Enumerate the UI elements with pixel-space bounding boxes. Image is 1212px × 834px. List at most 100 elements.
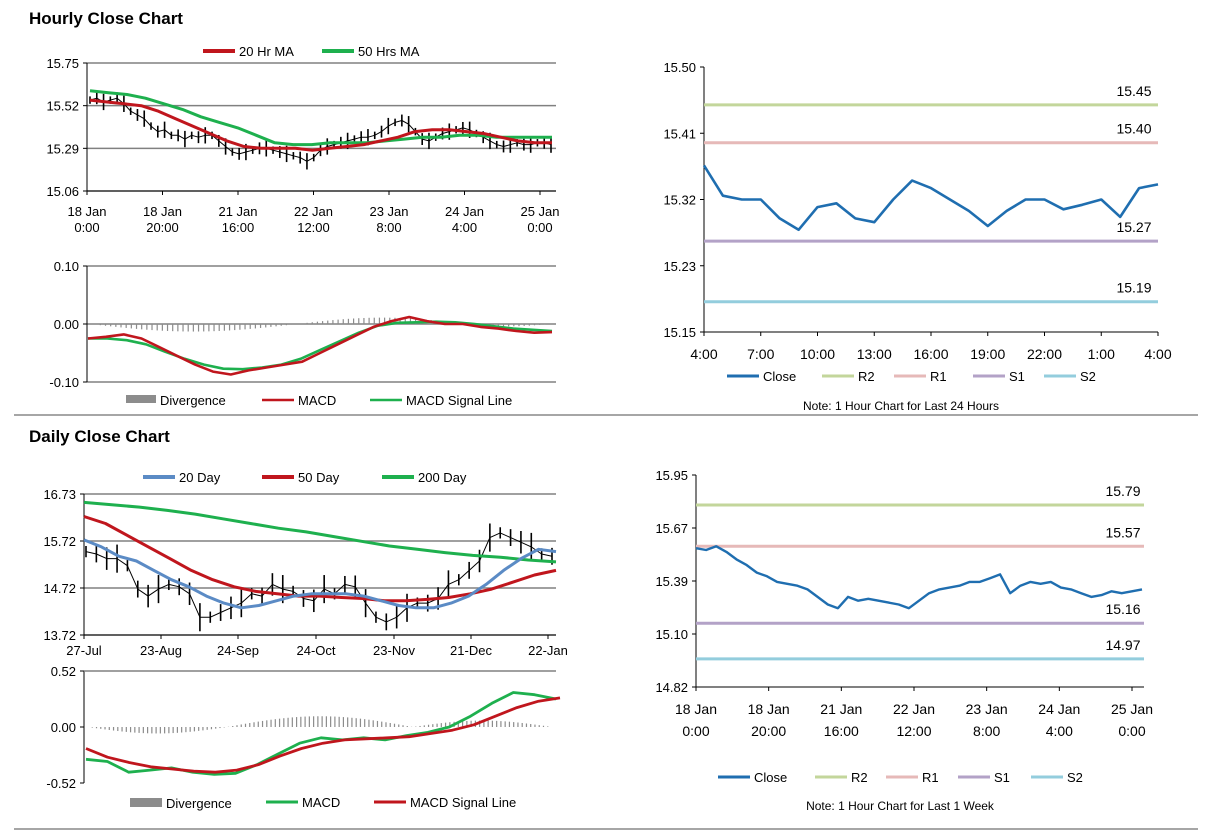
hourly-price-xtick-label: 4:00 xyxy=(452,220,477,235)
hourly24-level-label-r2: 15.45 xyxy=(1116,83,1151,99)
daily-price-xtick-label: 23-Nov xyxy=(373,643,415,658)
week-xtick-label: 16:00 xyxy=(824,723,859,739)
hourly-price-ytick-label: 15.06 xyxy=(46,184,79,199)
daily-price-ytick-label: 15.72 xyxy=(43,534,76,549)
hourly24-legend-r1-label: R1 xyxy=(930,369,947,384)
week-xtick-label: 18 Jan xyxy=(675,701,717,717)
hourly24-ytick-label: 15.15 xyxy=(663,325,696,340)
hourly-price-xtick-label: 8:00 xyxy=(376,220,401,235)
hourly24-xtick-label: 16:00 xyxy=(913,346,948,362)
week-legend-s2-label: S2 xyxy=(1067,770,1083,785)
week-level-label-r1: 15.57 xyxy=(1105,524,1140,540)
hourly24-xtick-label: 22:00 xyxy=(1027,346,1062,362)
week-xtick-label: 24 Jan xyxy=(1038,701,1080,717)
hourly-price-ytick-label: 15.75 xyxy=(46,56,79,71)
week-note: Note: 1 Hour Chart for Last 1 Week xyxy=(806,799,995,813)
daily-price-xtick-label: 22-Jan xyxy=(528,643,568,658)
hourly24-xtick-label: 4:00 xyxy=(690,346,717,362)
hourly-price-xtick-label: 0:00 xyxy=(527,220,552,235)
week-xtick-label: 4:00 xyxy=(1046,723,1073,739)
week-legend-s1-label: S1 xyxy=(994,770,1010,785)
daily-price-line xyxy=(85,532,553,623)
hourly-price-xtick-label: 25 Jan xyxy=(520,204,559,219)
daily-legend-50day-label: 50 Day xyxy=(298,470,340,485)
week-xtick-label: 0:00 xyxy=(1118,723,1145,739)
daily-macd-ytick-label: 0.00 xyxy=(51,720,76,735)
hourly-price-ytick-label: 15.29 xyxy=(46,141,79,156)
hourly-20hr-ma-line xyxy=(89,98,552,152)
daily-50day-line xyxy=(83,515,557,603)
daily-section-title: Daily Close Chart xyxy=(29,427,170,446)
hourly-legend-50hr-label: 50 Hrs MA xyxy=(358,44,420,59)
hourly24-close-line xyxy=(702,164,1159,232)
hourly-legend-signal-label: MACD Signal Line xyxy=(406,393,512,408)
week-legend-r2-label: R2 xyxy=(851,770,868,785)
week-xtick-label: 8:00 xyxy=(973,723,1000,739)
week-ytick-label: 15.95 xyxy=(655,468,688,483)
hourly24-xtick-label: 1:00 xyxy=(1088,346,1115,362)
week-xtick-label: 18 Jan xyxy=(748,701,790,717)
daily-200day-line xyxy=(83,500,557,564)
daily-price-xtick-label: 23-Aug xyxy=(140,643,182,658)
hourly-price-xtick-label: 24 Jan xyxy=(445,204,484,219)
week-xtick-label: 25 Jan xyxy=(1111,701,1153,717)
hourly24-legend-s2-label: S2 xyxy=(1080,369,1096,384)
daily-price-ytick-label: 16.73 xyxy=(43,487,76,502)
daily-price-ytick-label: 14.72 xyxy=(43,581,76,596)
week-legend-close-label: Close xyxy=(754,770,787,785)
section-divider xyxy=(14,414,1198,416)
hourly24-ytick-label: 15.50 xyxy=(663,60,696,75)
hourly24-ytick-label: 15.23 xyxy=(663,259,696,274)
week-xtick-label: 12:00 xyxy=(896,723,931,739)
week-level-label-r2: 15.79 xyxy=(1105,483,1140,499)
week-xtick-label: 22 Jan xyxy=(893,701,935,717)
hourly-price-xtick-label: 18 Jan xyxy=(67,204,106,219)
hourly24-xtick-label: 7:00 xyxy=(747,346,774,362)
week-xtick-label: 23 Jan xyxy=(966,701,1008,717)
hourly-legend-20hr-label: 20 Hr MA xyxy=(239,44,294,59)
hourly24-legend-s1-label: S1 xyxy=(1009,369,1025,384)
hourly24-note: Note: 1 Hour Chart for Last 24 Hours xyxy=(803,399,999,413)
hourly-legend-divergence-swatch xyxy=(126,395,156,403)
hourly-price-xtick-label: 0:00 xyxy=(74,220,99,235)
hourly24-ytick-label: 15.32 xyxy=(663,193,696,208)
hourly-price-xtick-label: 20:00 xyxy=(146,220,179,235)
hourly-price-xtick-label: 12:00 xyxy=(297,220,330,235)
hourly24-level-label-r1: 15.40 xyxy=(1116,121,1151,137)
hourly-macd-ytick-label: -0.10 xyxy=(49,375,79,390)
hourly24-xtick-label: 13:00 xyxy=(857,346,892,362)
bottom-divider xyxy=(14,828,1198,830)
daily-legend-200day-label: 200 Day xyxy=(418,470,467,485)
daily-price-xtick-label: 24-Oct xyxy=(296,643,335,658)
daily-price-xtick-label: 21-Dec xyxy=(450,643,492,658)
week-ytick-label: 15.67 xyxy=(655,521,688,536)
hourly24-xtick-label: 4:00 xyxy=(1144,346,1171,362)
hourly-section-title: Hourly Close Chart xyxy=(29,9,183,28)
week-xtick-label: 20:00 xyxy=(751,723,786,739)
week-legend-r1-label: R1 xyxy=(922,770,939,785)
daily-legend-20day-label: 20 Day xyxy=(179,470,221,485)
week-xtick-label: 21 Jan xyxy=(820,701,862,717)
hourly-price-xtick-label: 21 Jan xyxy=(218,204,257,219)
hourly-price-xtick-label: 18 Jan xyxy=(143,204,182,219)
hourly24-legend-close-label: Close xyxy=(763,369,796,384)
hourly-legend-macd-label: MACD xyxy=(298,393,336,408)
daily-legend-macd-label: MACD xyxy=(302,795,340,810)
hourly-price-xtick-label: 16:00 xyxy=(222,220,255,235)
week-ytick-label: 15.39 xyxy=(655,574,688,589)
hourly-macd-ytick-label: 0.10 xyxy=(54,259,79,274)
hourly-macd-signal-line xyxy=(88,320,553,371)
daily-legend-signal-label: MACD Signal Line xyxy=(410,795,516,810)
hourly-macd-line xyxy=(87,315,553,376)
daily-macd-ytick-label: -0.52 xyxy=(46,776,76,791)
hourly-price-xtick-label: 23 Jan xyxy=(369,204,408,219)
daily-price-ytick-label: 13.72 xyxy=(43,628,76,643)
hourly-legend-divergence-label: Divergence xyxy=(160,393,226,408)
daily-price-xtick-label: 24-Sep xyxy=(217,643,259,658)
daily-20day-line xyxy=(83,538,557,610)
week-level-label-s2: 14.97 xyxy=(1105,637,1140,653)
hourly24-ytick-label: 15.41 xyxy=(663,126,696,141)
week-ytick-label: 14.82 xyxy=(655,680,688,695)
daily-legend-divergence-label: Divergence xyxy=(166,796,232,811)
